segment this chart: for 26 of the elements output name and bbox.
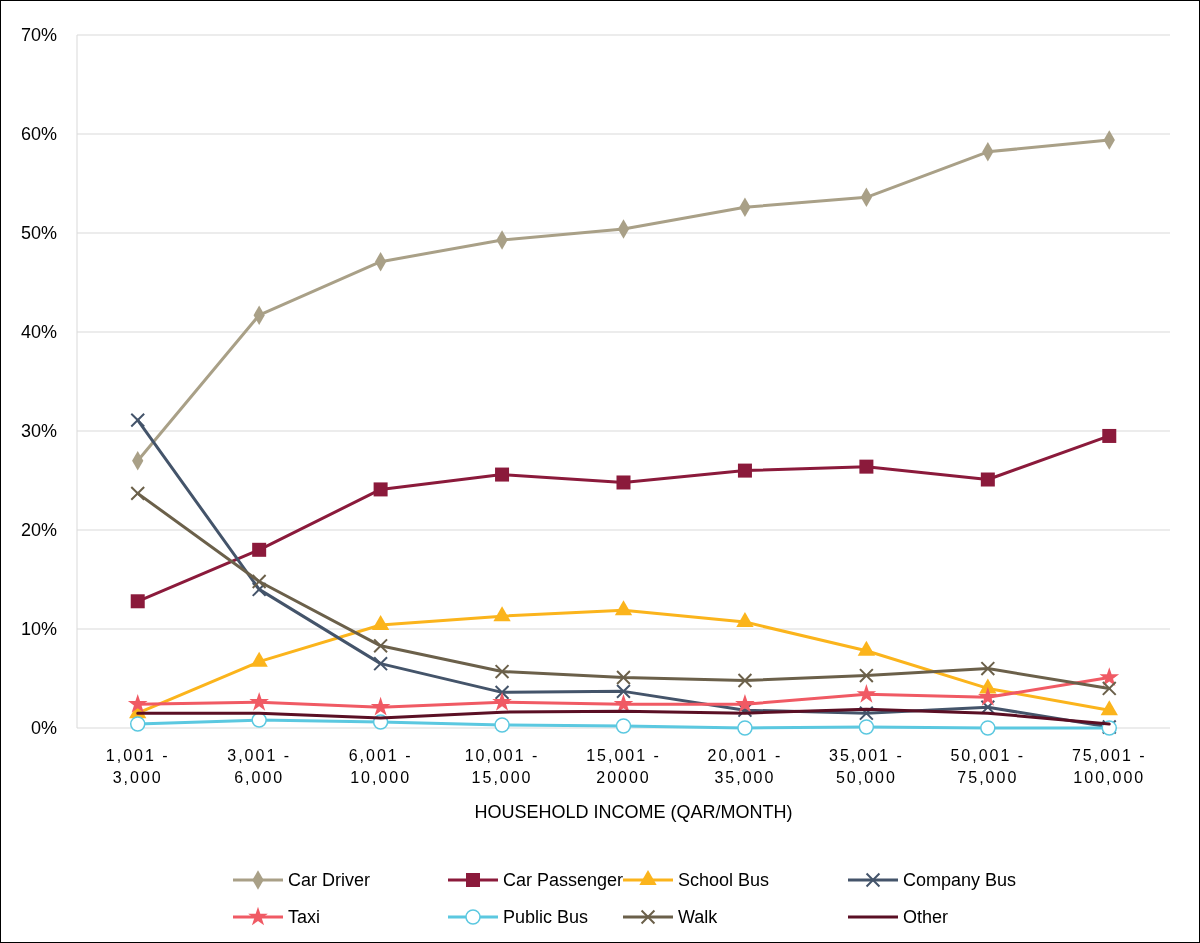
- x-tick-label: 35,001 - 50,000: [829, 747, 904, 786]
- y-tick-label: 40%: [20, 322, 57, 343]
- legend-label: School Bus: [678, 870, 770, 891]
- x-tick-label: 50,001 - 75,000: [950, 747, 1026, 786]
- legend-label: Car Driver: [288, 870, 371, 891]
- x-tick-label: 6,001 - 10,000: [348, 747, 413, 786]
- x-tick-label: 10,001 - 15,000: [464, 747, 540, 786]
- x-tick-label: 20,001 - 35,000: [707, 747, 783, 786]
- x-tick-label: 75,001 - 100,000: [1071, 747, 1147, 786]
- y-tick-label: 0%: [30, 718, 57, 739]
- y-tick-label: 10%: [20, 619, 57, 640]
- x-tick-label: 15,001 - 20000: [586, 747, 661, 786]
- y-tick-label: 20%: [20, 520, 57, 541]
- x-tick-label: 3,001 - 6,000: [227, 747, 292, 786]
- y-tick-label: 70%: [20, 25, 57, 46]
- legend-label: Car Passenger: [503, 870, 624, 891]
- legend-label: Walk: [678, 907, 719, 928]
- legend-label: Public Bus: [503, 907, 589, 928]
- y-tick-label: 60%: [20, 124, 57, 145]
- x-axis-title: HOUSEHOLD INCOME (QAR/MONTH): [474, 802, 793, 822]
- legend-label: Company Bus: [903, 870, 1017, 891]
- y-tick-label: 30%: [20, 421, 57, 442]
- legend-label: Taxi: [288, 907, 321, 928]
- x-tick-label: 1,001 - 3,000: [105, 747, 170, 786]
- y-tick-label: 50%: [20, 223, 57, 244]
- legend-label: Other: [903, 907, 949, 928]
